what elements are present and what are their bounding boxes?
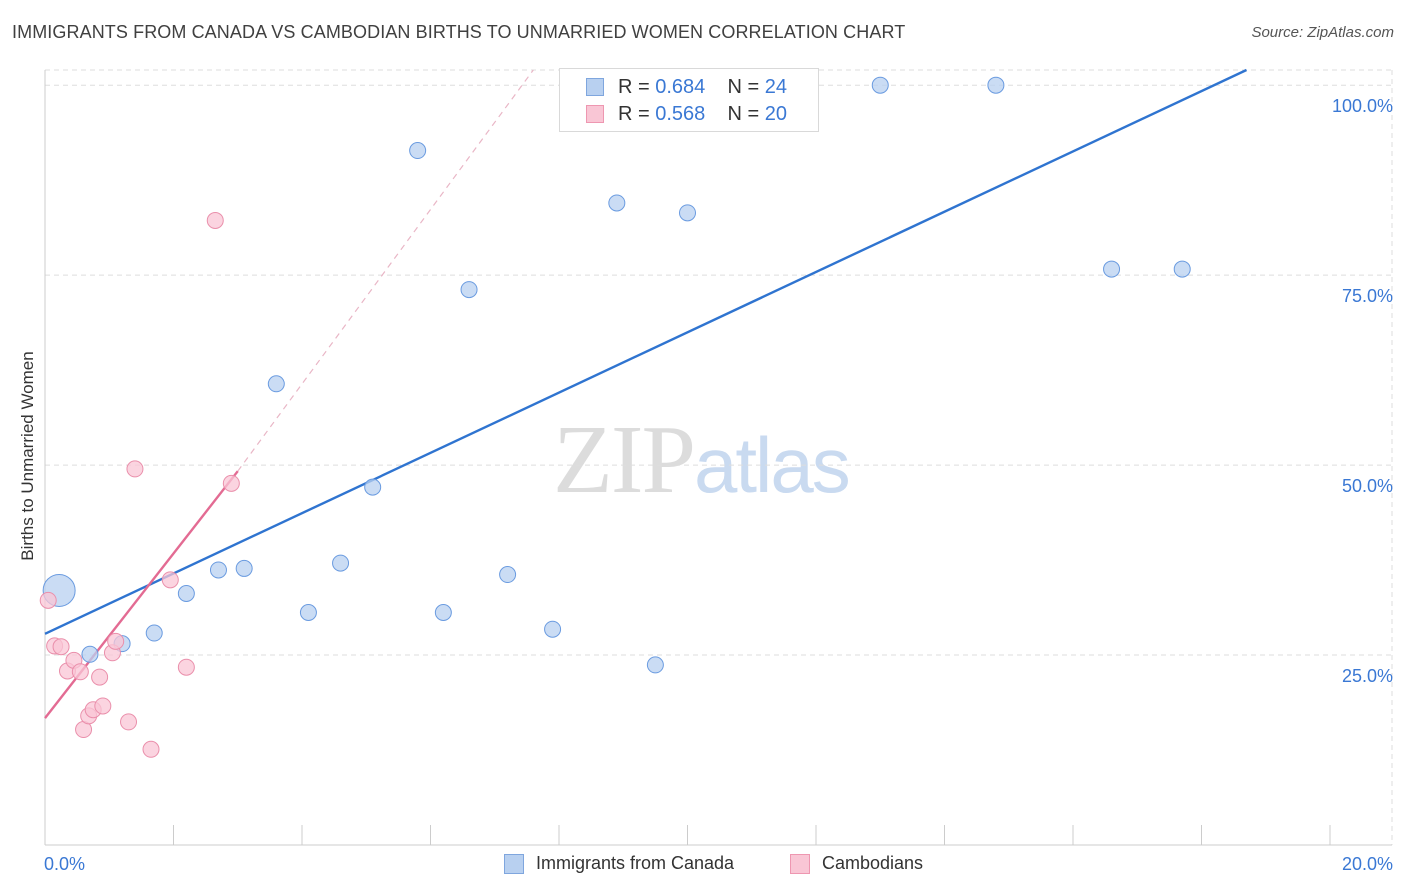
point-canada [608,194,626,212]
legend-label-cambodians: Cambodians [822,853,924,873]
point-canada [871,76,889,94]
legend-swatch-canada [504,854,524,874]
point-canada [987,76,1005,94]
point-canada [679,204,696,222]
point-canada [499,566,517,584]
legend-label-canada: Immigrants from Canada [536,853,735,873]
point-canada [544,620,562,638]
point-canada [299,604,317,621]
x-tick-label: 20.0% [1342,854,1393,874]
legend-r-value: 0.568 [655,103,706,125]
point-cambodians [126,460,144,478]
source-credit: Source: ZipAtlas.com [1251,24,1394,41]
point-cambodians [52,638,70,656]
point-canada [1103,260,1121,278]
data-points [39,76,1191,758]
correlation-legend: R = 0.684 N = 24 R = 0.568 N = 20 [559,68,819,132]
point-canada [145,624,163,642]
point-canada [1173,260,1191,278]
legend-swatch-canada [586,78,604,96]
watermark-zip: ZIP [553,406,696,514]
point-cambodians [39,591,57,609]
point-cambodians [142,740,160,758]
legend-r-label: R = [618,103,656,125]
legend-n-label: N = [727,103,765,125]
point-canada [434,604,452,621]
point-canada [267,375,285,393]
x-tick-label: 0.0% [44,854,85,874]
point-canada [235,559,253,577]
watermark: ZIPatlas [553,402,851,516]
legend-r-value: 0.684 [655,76,706,98]
point-canada [332,554,350,572]
point-cambodians [107,632,125,650]
y-tick-label: 50.0% [1342,476,1393,496]
point-canada [177,585,195,603]
point-canada [646,656,664,674]
y-tick-label: 75.0% [1342,286,1393,306]
legend-n-label: N = [727,76,765,98]
chart-title: IMMIGRANTS FROM CANADA VS CAMBODIAN BIRT… [12,22,906,42]
point-cambodians [161,571,179,589]
point-canada [364,478,382,496]
point-cambodians [206,211,224,229]
point-cambodians [177,658,195,676]
legend-n-value: 24 [764,76,788,98]
trend-lines [44,68,1247,719]
trend-line-extension [237,69,534,472]
tick-labels: 25.0% 50.0% 75.0% 100.0% 0.0% 20.0% [44,96,1393,874]
point-canada [409,142,427,160]
y-tick-label: 25.0% [1342,666,1393,686]
y-tick-label: 100.0% [1332,96,1393,116]
trend-line [44,68,1247,635]
legend-swatch-cambodians [586,105,604,123]
legend-r-label: R = [618,76,656,98]
series-legend: Immigrants from Canada Cambodians [0,852,1406,876]
point-cambodians [71,663,89,681]
point-canada [460,281,478,299]
point-cambodians [94,697,112,715]
legend-swatch-cambodians [790,854,810,874]
legend-n-value: 20 [764,103,788,125]
point-cambodians [120,713,138,731]
point-cambodians [222,474,240,492]
point-cambodians [91,668,109,686]
point-canada [81,645,99,663]
axes [44,70,1392,846]
point-canada [209,561,227,579]
